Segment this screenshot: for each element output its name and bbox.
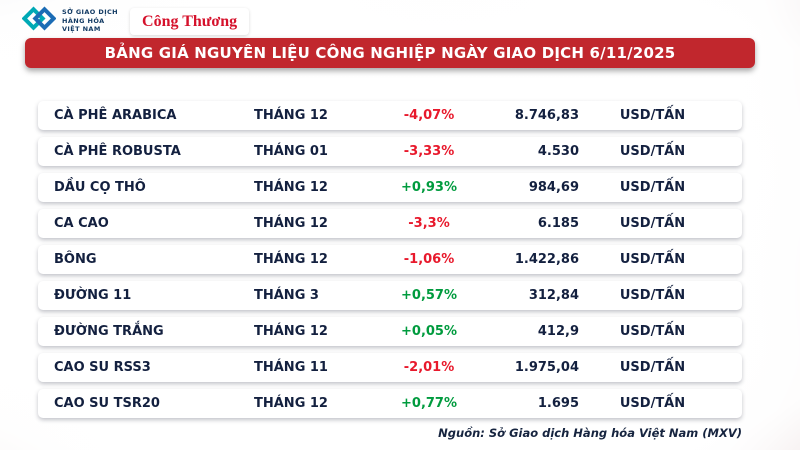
contract-month: THÁNG 01 xyxy=(254,144,328,159)
price-value: 984,69 xyxy=(528,180,579,195)
title-banner: BẢNG GIÁ NGUYÊN LIỆU CÔNG NGHIỆP NGÀY GI… xyxy=(25,38,755,68)
price-value: 1.695 xyxy=(537,396,579,411)
congthuong-logo-text: Công Thương xyxy=(142,12,238,30)
commodity-name: BÔNG xyxy=(54,252,97,267)
contract-month: THÁNG 12 xyxy=(254,216,328,231)
mxv-logo-text: SỞ GIAO DỊCH HÀNG HÓA VIỆT NAM xyxy=(62,7,119,34)
price-unit: USD/TẤN xyxy=(619,180,686,195)
change-percent: -3,33% xyxy=(403,144,455,159)
table-row: ĐƯỜNG TRẮNG THÁNG 12 +0,05% 412,9 USD/TẤ… xyxy=(38,317,742,346)
congthuong-logo: Công Thương xyxy=(130,7,250,35)
price-unit: USD/TẤN xyxy=(619,144,686,159)
change-percent: -2,01% xyxy=(403,360,455,375)
contract-month: THÁNG 11 xyxy=(254,360,328,375)
change-percent: +0,05% xyxy=(401,324,457,339)
commodity-name: CÀ PHÊ ARABICA xyxy=(54,108,177,123)
table-row: DẦU CỌ THÔ THÁNG 12 +0,93% 984,69 USD/TẤ… xyxy=(38,173,742,202)
contract-month: THÁNG 12 xyxy=(254,396,328,411)
commodity-name: CA CAO xyxy=(54,216,109,231)
change-percent: -1,06% xyxy=(403,252,455,267)
change-percent: +0,57% xyxy=(401,288,457,303)
price-value: 8.746,83 xyxy=(514,108,579,123)
header: SỞ GIAO DỊCH HÀNG HÓA VIỆT NAM Công Thươ… xyxy=(21,4,250,38)
table-row: CAO SU RSS3 THÁNG 11 -2,01% 1.975,04 USD… xyxy=(38,353,742,382)
table-row: CÀ PHÊ ROBUSTA THÁNG 01 -3,33% 4.530 USD… xyxy=(38,137,742,166)
change-percent: +0,93% xyxy=(401,180,457,195)
contract-month: THÁNG 12 xyxy=(254,180,328,195)
commodity-name: ĐƯỜNG 11 xyxy=(54,288,132,303)
commodity-name: CAO SU RSS3 xyxy=(54,360,151,375)
mxv-diamond-icon xyxy=(21,4,57,38)
price-value: 1.975,04 xyxy=(514,360,579,375)
change-percent: -3,3% xyxy=(408,216,450,231)
source-note: Nguồn: Sở Giao dịch Hàng hóa Việt Nam (M… xyxy=(438,426,742,440)
price-value: 6.185 xyxy=(537,216,579,231)
price-value: 312,84 xyxy=(528,288,579,303)
table-row: CÀ PHÊ ARABICA THÁNG 12 -4,07% 8.746,83 … xyxy=(38,101,742,130)
price-unit: USD/TẤN xyxy=(619,324,686,339)
price-unit: USD/TẤN xyxy=(619,360,686,375)
change-percent: -4,07% xyxy=(403,108,455,123)
price-table: CÀ PHÊ ARABICA THÁNG 12 -4,07% 8.746,83 … xyxy=(38,101,742,418)
price-unit: USD/TẤN xyxy=(619,252,686,267)
change-percent: +0,77% xyxy=(401,396,457,411)
table-row: CA CAO THÁNG 12 -3,3% 6.185 USD/TẤN xyxy=(38,209,742,238)
table-row: BÔNG THÁNG 12 -1,06% 1.422,86 USD/TẤN xyxy=(38,245,742,274)
contract-month: THÁNG 12 xyxy=(254,324,328,339)
table-row: CAO SU TSR20 THÁNG 12 +0,77% 1.695 USD/T… xyxy=(38,389,742,418)
page-title: BẢNG GIÁ NGUYÊN LIỆU CÔNG NGHIỆP NGÀY GI… xyxy=(104,44,676,62)
mxv-logo: SỞ GIAO DỊCH HÀNG HÓA VIỆT NAM xyxy=(21,4,119,38)
price-unit: USD/TẤN xyxy=(619,108,686,123)
price-unit: USD/TẤN xyxy=(619,288,686,303)
price-value: 412,9 xyxy=(537,324,579,339)
commodity-name: ĐƯỜNG TRẮNG xyxy=(54,324,164,339)
price-unit: USD/TẤN xyxy=(619,216,686,231)
price-value: 1.422,86 xyxy=(514,252,579,267)
contract-month: THÁNG 3 xyxy=(254,288,319,303)
table-row: ĐƯỜNG 11 THÁNG 3 +0,57% 312,84 USD/TẤN xyxy=(38,281,742,310)
contract-month: THÁNG 12 xyxy=(254,252,328,267)
price-value: 4.530 xyxy=(537,144,579,159)
price-unit: USD/TẤN xyxy=(619,396,686,411)
contract-month: THÁNG 12 xyxy=(254,108,328,123)
commodity-name: CAO SU TSR20 xyxy=(54,396,160,411)
commodity-name: CÀ PHÊ ROBUSTA xyxy=(54,144,181,159)
commodity-name: DẦU CỌ THÔ xyxy=(54,180,146,195)
